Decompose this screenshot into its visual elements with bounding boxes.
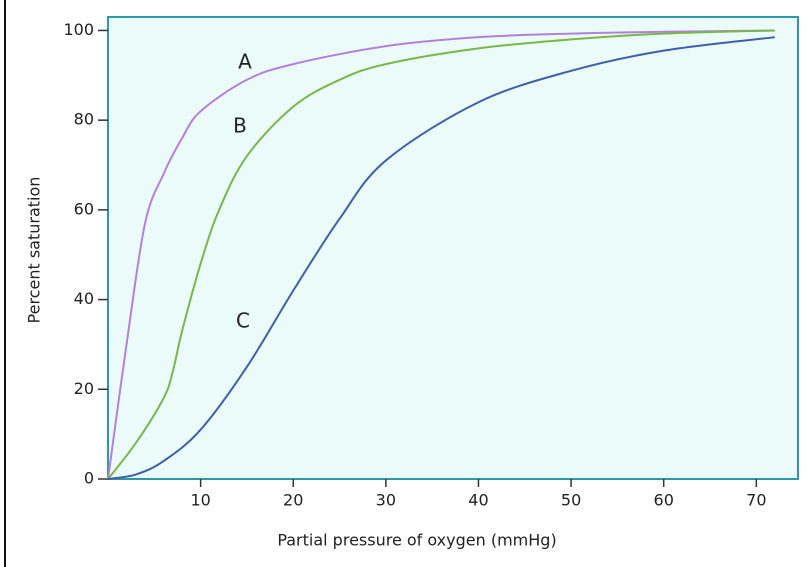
curve-label: C bbox=[236, 309, 250, 333]
x-tick-label: 50 bbox=[561, 491, 581, 510]
x-tick-label: 60 bbox=[654, 491, 674, 510]
x-tick-label: 40 bbox=[468, 491, 488, 510]
y-tick-label: 80 bbox=[74, 110, 94, 129]
y-tick-label: 100 bbox=[63, 20, 94, 39]
curve bbox=[107, 29, 775, 480]
curve-label: A bbox=[238, 50, 252, 74]
x-axis-title: Partial pressure of oxygen (mmHg) bbox=[277, 531, 556, 550]
y-axis-title: Percent saturation bbox=[25, 177, 44, 324]
x-tick-label: 70 bbox=[746, 491, 766, 510]
curve bbox=[107, 36, 775, 480]
y-tick-label: 0 bbox=[84, 469, 94, 488]
x-tick-label: 20 bbox=[283, 491, 303, 510]
y-tick-label: 40 bbox=[74, 289, 94, 308]
y-tick-label: 20 bbox=[74, 379, 94, 398]
curve bbox=[107, 29, 775, 480]
x-tick-label: 30 bbox=[376, 491, 396, 510]
y-tick-label: 60 bbox=[74, 199, 94, 218]
curve-label: B bbox=[233, 114, 247, 138]
x-tick-label: 10 bbox=[190, 491, 210, 510]
plot-area bbox=[107, 16, 799, 480]
